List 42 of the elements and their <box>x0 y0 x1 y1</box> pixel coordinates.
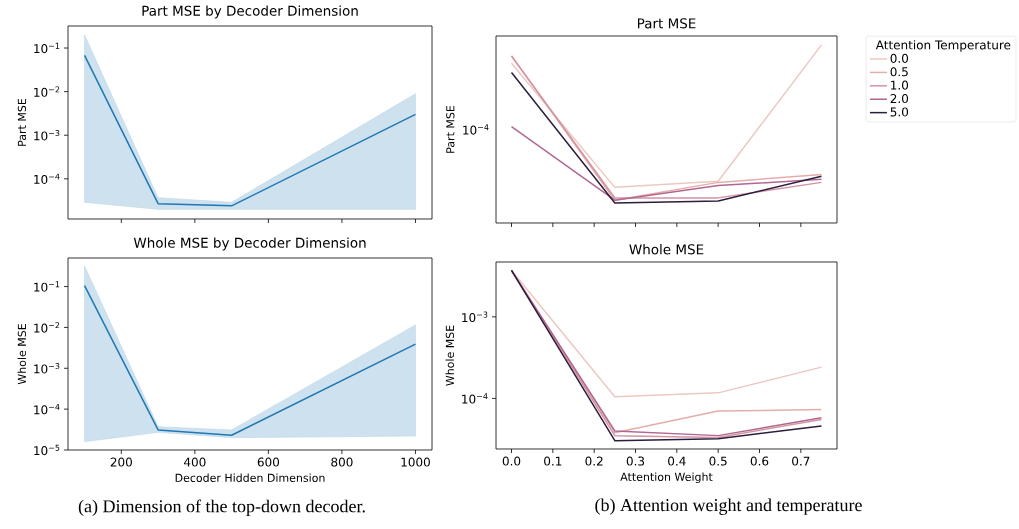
chart-title: Whole MSE by Decoder Dimension <box>133 237 366 251</box>
y-tick-label: 10$^{−3}$ <box>462 311 488 323</box>
legend-label: 5.0 <box>890 107 909 117</box>
legend-title: Attention Temperature <box>875 40 1011 52</box>
y-tick-label: 10$^{−1}$ <box>34 281 60 292</box>
x-tick-label: 0.4 <box>668 456 686 466</box>
y-tick-label: 10$^{−2}$ <box>34 86 60 97</box>
x-axis-title: Decoder Hidden Dimension <box>175 473 325 482</box>
y-axis-title: Part MSE <box>446 105 455 153</box>
x-tick-label: 1000 <box>401 457 430 467</box>
y-tick-label: 10$^{−3}$ <box>34 129 60 141</box>
y-tick-label: 10$^{−5}$ <box>34 444 60 456</box>
x-tick-label: 0.2 <box>585 456 603 466</box>
x-tick-label: 0.5 <box>709 456 727 466</box>
y-tick-label: 10$^{−2}$ <box>34 322 60 333</box>
y-tick-label: 10$^{−4}$ <box>34 403 60 415</box>
x-tick-label: 0.0 <box>502 456 521 466</box>
x-tick-label: 400 <box>183 457 206 467</box>
y-axis-title: Part MSE <box>17 98 27 146</box>
y-axis-title: Whole MSE <box>445 325 455 386</box>
y-axis-title: Whole MSE <box>17 324 27 385</box>
chart-title: Part MSE by Decoder Dimension <box>142 5 358 19</box>
x-tick-label: 0.6 <box>750 456 769 466</box>
x-tick-label: 800 <box>331 457 353 467</box>
x-tick-label: 0.7 <box>792 456 810 466</box>
y-tick-label: 10$^{−3}$ <box>34 363 60 374</box>
x-tick-label: 600 <box>257 457 280 467</box>
legend-label: 0.0 <box>890 53 909 63</box>
x-tick-label: 0.3 <box>626 456 645 466</box>
text: (b) Attention weight and temperature <box>595 498 862 515</box>
y-tick-label: 10$^{−4}$ <box>34 173 60 185</box>
legend-label: 1.0 <box>891 80 909 90</box>
legend-label: 2.0 <box>890 94 909 104</box>
chart-title: Part MSE <box>637 18 696 29</box>
text: (a) Dimension of the top-down decoder. <box>78 499 365 517</box>
chart-title: Whole MSE <box>629 244 704 255</box>
x-tick-label: 0.1 <box>544 456 562 466</box>
legend-label: 0.5 <box>890 67 908 77</box>
y-tick-label: 10$^{−1}$ <box>34 42 60 54</box>
x-tick-label: 200 <box>110 457 132 467</box>
line-series <box>510 269 823 398</box>
x-axis-title: Attention Weight <box>620 472 713 484</box>
